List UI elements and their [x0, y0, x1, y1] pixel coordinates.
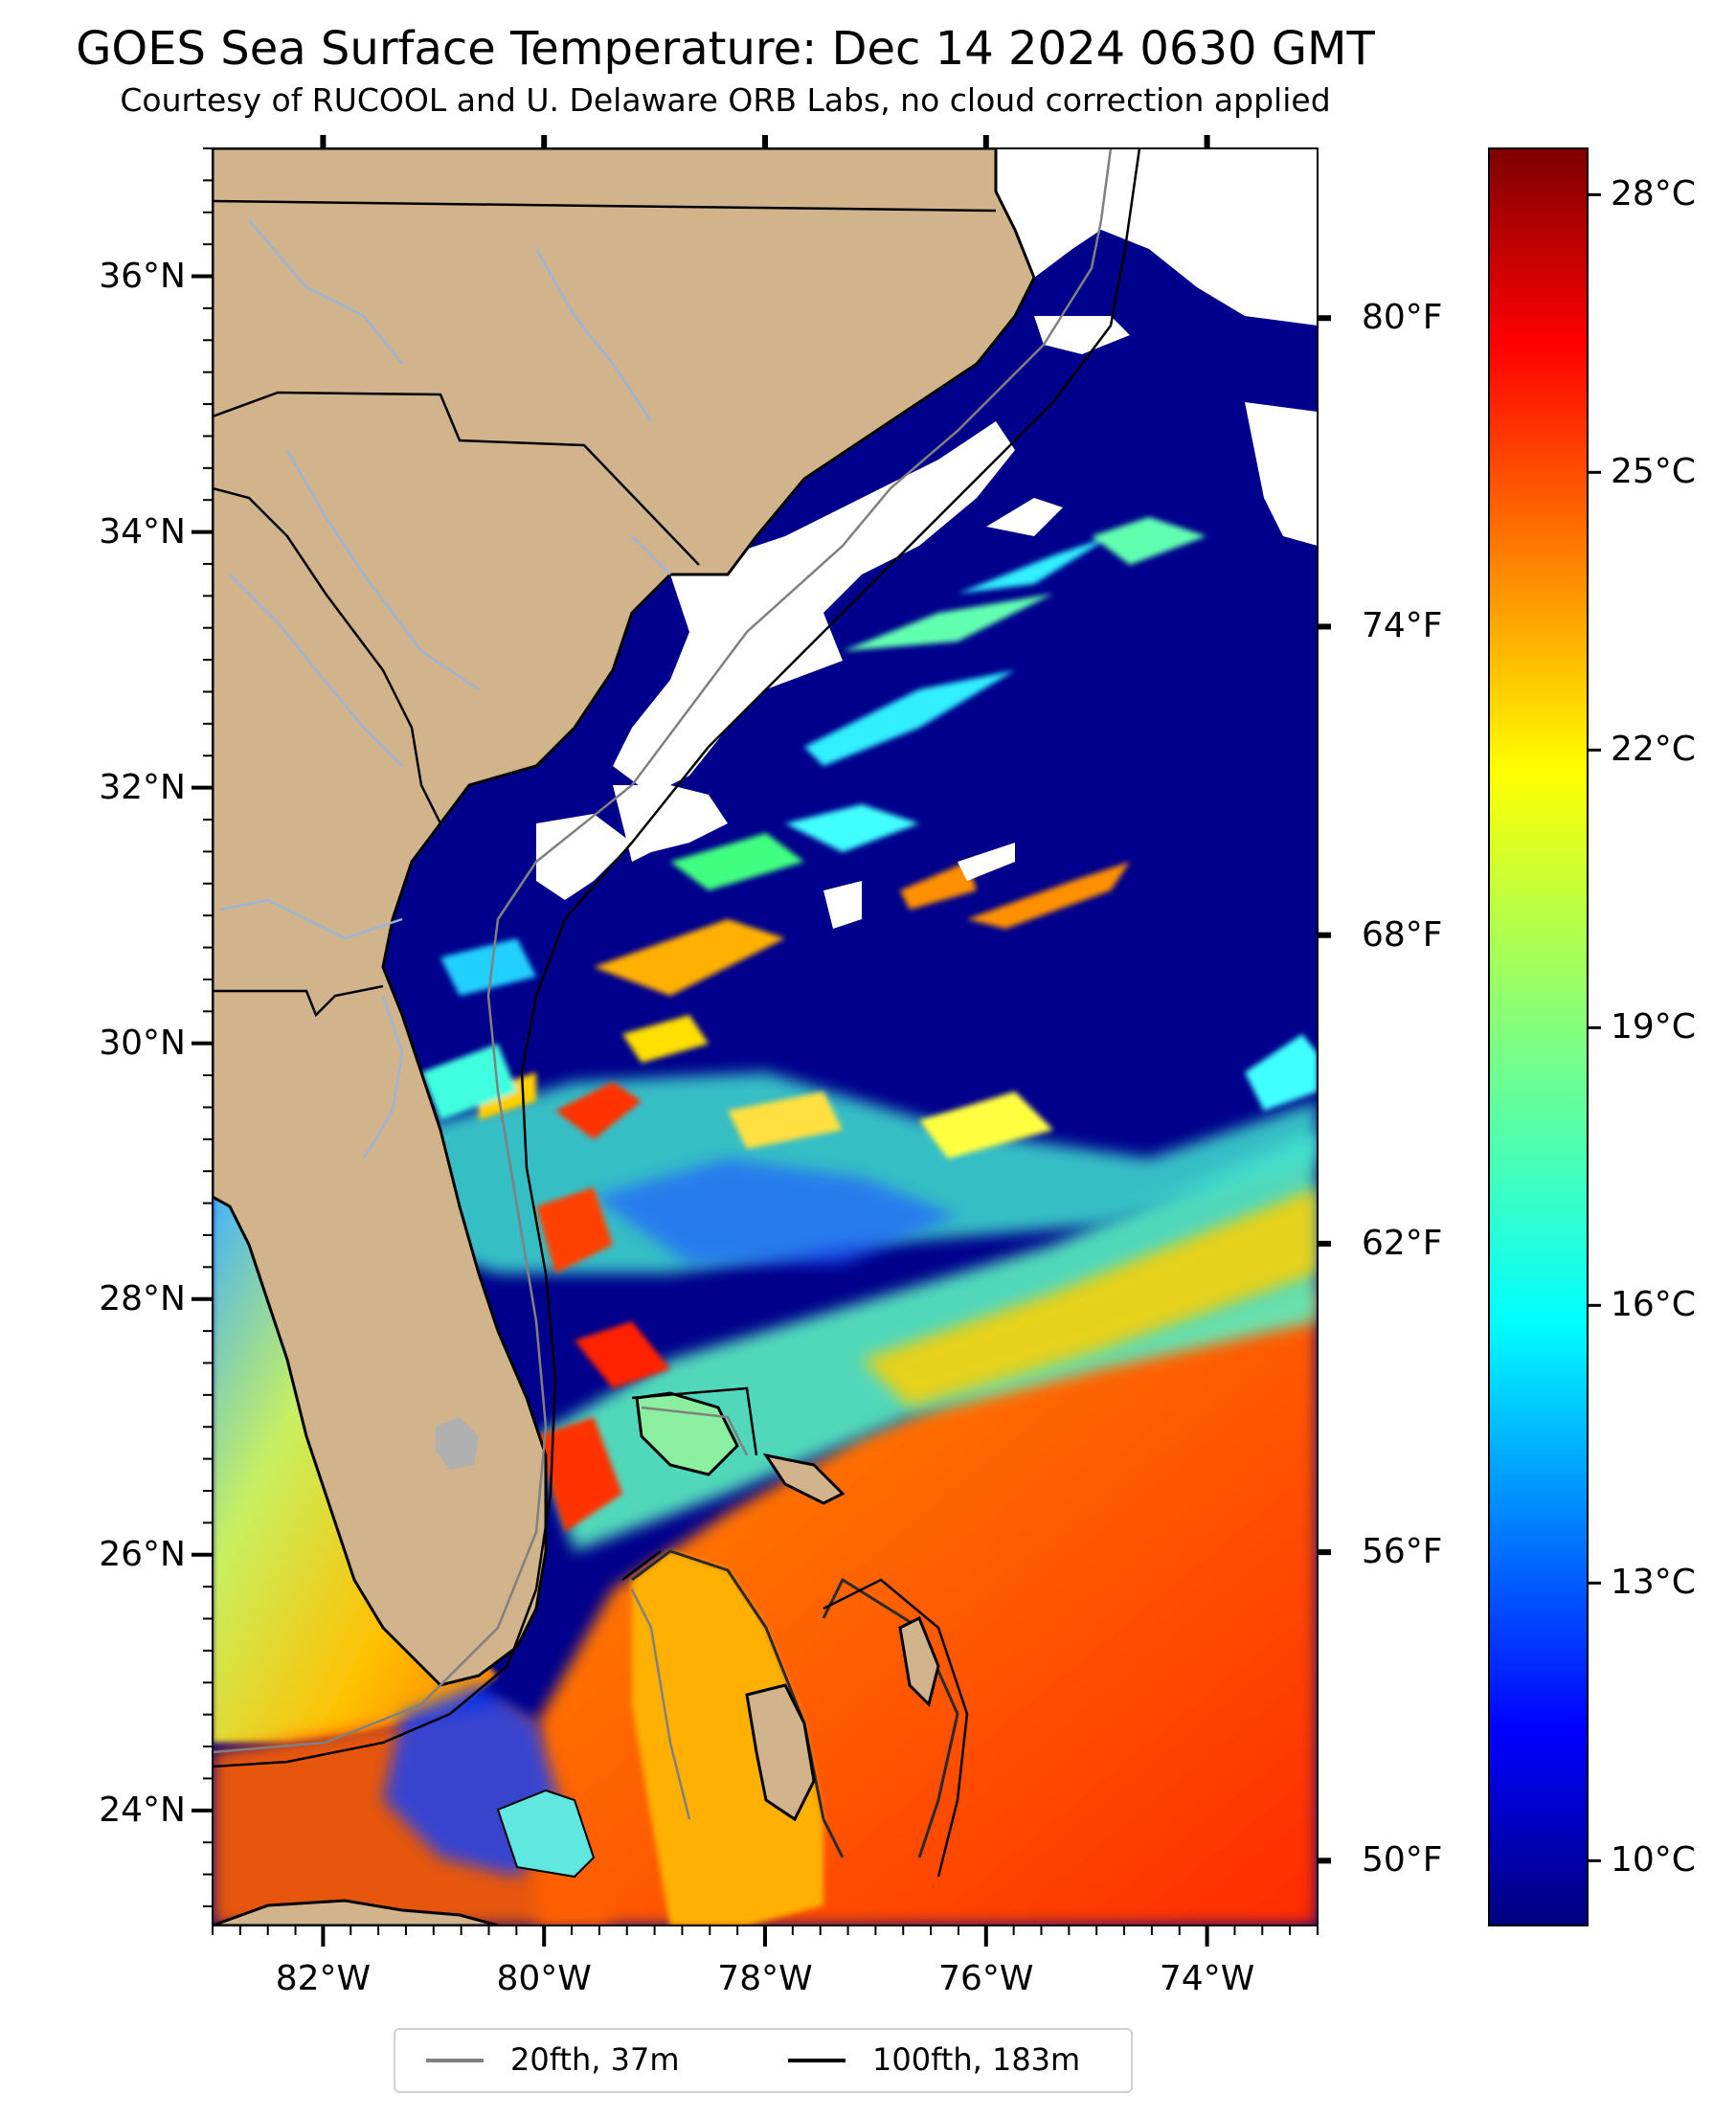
longitude-label: 80°W: [496, 1959, 592, 1998]
fahrenheit-label: 80°F: [1362, 298, 1443, 338]
little-bahama-bank: [635, 1391, 739, 1476]
latitude-label: 28°N: [99, 1278, 186, 1318]
latitude-label: 30°N: [99, 1023, 186, 1063]
longitude-label: 74°W: [1159, 1959, 1255, 1998]
yellow-band-east: [862, 1187, 1318, 1408]
fahrenheit-label: 56°F: [1362, 1532, 1443, 1572]
latitude-label: 34°N: [99, 511, 186, 552]
celsius-label: 25°C: [1611, 452, 1696, 492]
celsius-label: 28°C: [1611, 174, 1696, 214]
latitude-label: 32°N: [99, 767, 186, 807]
isobath-legend: 20fth, 37m 100fth, 183m: [394, 2028, 1133, 2093]
isobath-100fth: [213, 148, 1141, 1878]
land-mainland: [213, 148, 1036, 1687]
figure-title: GOES Sea Surface Temperature: Dec 14 202…: [76, 22, 1375, 76]
cyan-band-middle: [594, 1159, 958, 1264]
colorbar-ticks: [1318, 192, 1601, 1864]
legend-line-black: [788, 2059, 845, 2062]
great-bahama-bank: [632, 1551, 823, 1926]
latitude-label: 26°N: [99, 1534, 186, 1574]
grand-bahama-island: [762, 1453, 845, 1505]
fahrenheit-label: 74°F: [1362, 606, 1443, 646]
rivers: [219, 219, 671, 1160]
longitude-label: 82°W: [275, 1959, 372, 1998]
cay-sal-bank: [496, 1789, 596, 1879]
celsius-label: 22°C: [1611, 730, 1696, 770]
andros-island: [745, 1683, 816, 1822]
latitude-label: 24°N: [99, 1790, 186, 1830]
legend-entry-100fth: 100fth, 183m: [769, 2030, 1133, 2091]
eleuthera-island: [898, 1615, 940, 1707]
isobath-20fth: [213, 148, 1113, 1820]
legend-entry-20fth: 20fth, 37m: [395, 2030, 769, 2091]
legend-label-20fth: 20fth, 37m: [510, 2041, 680, 2078]
lake-okeechobee: [436, 1417, 479, 1470]
longitude-label: 76°W: [938, 1959, 1034, 1998]
celsius-label: 13°C: [1611, 1563, 1696, 1603]
legend-line-gray: [426, 2059, 484, 2062]
longitude-label: 78°W: [717, 1959, 813, 1998]
celsius-label: 10°C: [1611, 1840, 1696, 1881]
map-ticks: [192, 135, 1319, 1947]
legend-label-100fth: 100fth, 183m: [872, 2041, 1081, 2078]
cloud-mask: [536, 148, 1318, 929]
cuba-coast: [213, 1899, 499, 1926]
celsius-label: 16°C: [1611, 1285, 1696, 1325]
celsius-label: 19°C: [1611, 1007, 1696, 1047]
state-borders: [213, 199, 997, 1018]
colorbar: [1488, 147, 1589, 1926]
map-area: [213, 148, 1318, 1926]
latitude-label: 36°N: [99, 256, 186, 296]
fahrenheit-label: 50°F: [1362, 1840, 1443, 1881]
fahrenheit-label: 62°F: [1362, 1223, 1443, 1263]
fahrenheit-label: 68°F: [1362, 914, 1443, 955]
figure-subtitle: Courtesy of RUCOOL and U. Delaware ORB L…: [120, 81, 1331, 119]
warm-streaks: [421, 517, 1318, 1532]
